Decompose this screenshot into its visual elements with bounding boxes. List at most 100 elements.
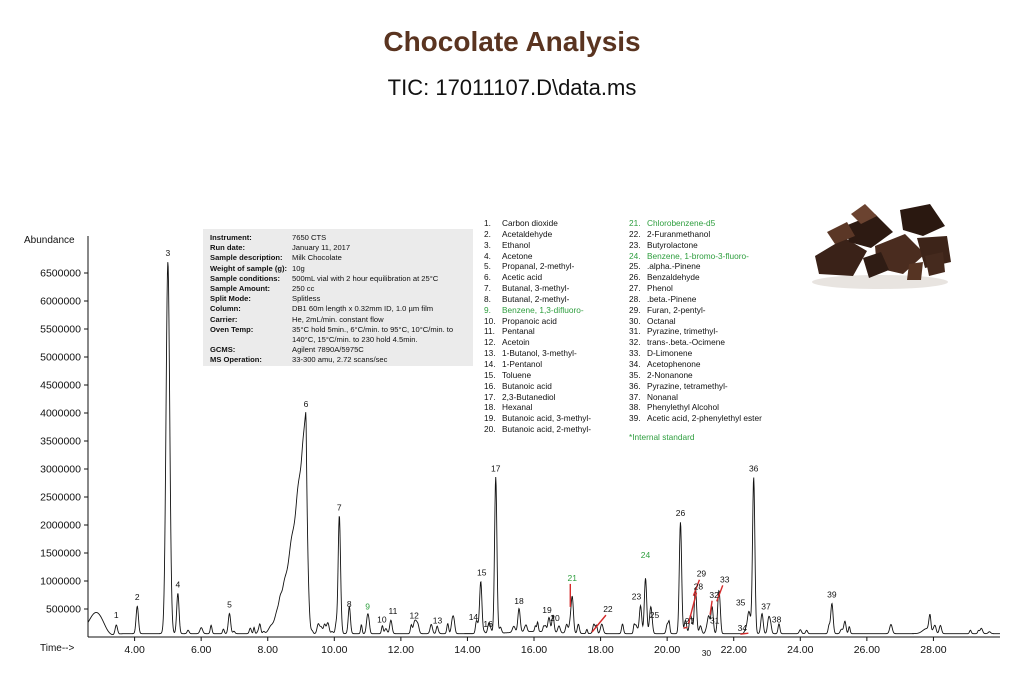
peak-label: 20 — [550, 613, 560, 623]
peak-label: 38 — [772, 615, 782, 625]
compound-number: 9. — [484, 304, 491, 315]
compound-name: Benzene, 1-bromo-3-fluoro- — [647, 250, 749, 261]
peak-label: 2 — [135, 592, 140, 602]
compound-list-item: 38. Phenylethyl Alcohol — [629, 402, 762, 413]
compound-list-item: 33. D-Limonene — [629, 348, 762, 359]
peak-label: 13 — [433, 616, 443, 626]
chocolate-pieces-image — [812, 204, 951, 289]
compound-list-item: 8. Butanal, 2-methyl- — [484, 294, 591, 305]
compound-list-item: 35. 2-Nonanone — [629, 370, 762, 381]
compound-list-item: 13. 1-Butanol, 3-methyl- — [484, 348, 591, 359]
compound-number: 31. — [629, 326, 641, 337]
tic-trace-line — [87, 262, 1000, 636]
peak-label: 16 — [483, 619, 493, 629]
compound-number: 17. — [484, 391, 496, 402]
compound-list-item: 22. 2-Furanmethanol — [629, 229, 762, 240]
info-label: MS Operation: — [210, 355, 262, 365]
peak-callout-line — [692, 579, 701, 596]
info-label: Carrier: — [210, 314, 238, 324]
compound-list-item: 39. Acetic acid, 2-phenylethyl ester — [629, 413, 762, 424]
compound-number: 8. — [484, 293, 491, 304]
compound-number: 20. — [484, 424, 496, 435]
compound-name: 2-Nonanone — [647, 369, 693, 380]
info-label: Instrument: — [210, 233, 252, 242]
compound-list-item: 28. .beta.-Pinene — [629, 294, 762, 305]
info-label: Sample Amount: — [210, 284, 271, 294]
compound-list-item: 1. Carbon dioxide — [484, 218, 591, 229]
peak-label: 24 — [641, 550, 651, 560]
peak-label: 34 — [738, 623, 748, 633]
compound-name: Benzaldehyde — [647, 272, 700, 283]
peak-label: 21 — [568, 573, 578, 583]
peak-callout-line — [709, 600, 713, 615]
x-tick-label: 26.00 — [854, 644, 880, 656]
y-axis-label: Abundance — [24, 235, 75, 246]
info-row: Carrier: He, 2mL/min. constant flow — [210, 315, 473, 325]
compound-list-item: 27. Phenol — [629, 283, 762, 294]
compound-list-column-1: 1. Carbon dioxide 2. Acetaldehyde 3. Ethanol 4… — [484, 218, 591, 435]
info-value: January 11, 2017 — [292, 243, 351, 253]
compound-name: Furan, 2-pentyl- — [647, 304, 706, 315]
compound-list-item: 6. Acetic acid — [484, 272, 591, 283]
peak-label: 3 — [166, 248, 171, 258]
compound-name: Butyrolactone — [647, 239, 698, 250]
compound-list-item: 7. Butanal, 3-methyl- — [484, 283, 591, 294]
compound-number: 24. — [629, 250, 641, 261]
peak-label: 4 — [176, 579, 181, 589]
chart-axes: 500000 1000000 1500000 2000000 2500000 300000… — [40, 236, 1000, 656]
info-row: Sample conditions: 500mL vial with 2 hour… — [210, 274, 473, 284]
compound-number: 16. — [484, 380, 496, 391]
instrument-info-panel: Instrument: 7650 CTS Run date: January 11, … — [203, 229, 473, 366]
compound-name: Phenylethyl Alcohol — [647, 402, 719, 413]
compound-name: .alpha.-Pinene — [647, 261, 701, 272]
info-label: Oven Temp: — [210, 324, 254, 334]
compound-list-item: 36. Pyrazine, tetramethyl- — [629, 381, 762, 392]
compound-list-item: 3. Ethanol — [484, 240, 591, 251]
compound-list-item: 21. Chlorobenzene-d5 — [629, 218, 762, 229]
peak-label: 37 — [761, 601, 771, 611]
compound-number: 2. — [484, 228, 491, 239]
compound-list-item: 30. Octanal — [629, 316, 762, 327]
compound-number: 23. — [629, 239, 641, 250]
compound-list-item: 10. Propanoic acid — [484, 316, 591, 327]
compound-number: 1. — [484, 218, 491, 228]
compound-name: Butanoic acid, 3-methyl- — [502, 413, 592, 424]
compound-number: 32. — [629, 337, 641, 348]
compound-name: Hexanal — [502, 402, 533, 413]
compound-number: 27. — [629, 283, 641, 294]
compound-name: 1-Pentanol — [502, 358, 543, 369]
compound-name: Butanoic acid — [502, 380, 552, 391]
compound-name: Butanoic acid, 2-methyl- — [502, 424, 592, 435]
peak-callout-line — [683, 626, 688, 629]
peak-label: 5 — [227, 599, 232, 609]
compound-number: 15. — [484, 369, 496, 380]
peak-label: 36 — [749, 463, 759, 473]
compound-number: 12. — [484, 337, 496, 348]
compound-number: 36. — [629, 380, 641, 391]
x-tick-label: 6.00 — [191, 644, 212, 656]
compound-name: Acetaldehyde — [502, 228, 553, 239]
peak-label: 29 — [697, 569, 707, 579]
peak-callout-line — [716, 585, 724, 602]
x-tick-label: 16.00 — [521, 644, 547, 656]
peak-label: 6 — [304, 399, 309, 409]
compound-number: 18. — [484, 402, 496, 413]
y-tick-label: 1500000 — [40, 548, 81, 560]
compound-list-column-2: 21. Chlorobenzene-d5 22. 2-Furanmethanol 23.… — [629, 218, 762, 443]
compound-name: Pentanal — [502, 326, 535, 337]
compound-name: Nonanal — [647, 391, 678, 402]
compound-name: Acetic acid, 2-phenylethyl ester — [647, 413, 762, 424]
info-row: Run date: January 11, 2017 — [210, 243, 473, 253]
x-tick-label: 14.00 — [454, 644, 480, 656]
x-tick-label: 28.00 — [920, 644, 946, 656]
peak-label: 10 — [377, 615, 387, 625]
compound-list-item: 9. Benzene, 1,3-difluoro- — [484, 305, 591, 316]
info-row: GCMS: Agilent 7890A/5975C — [210, 345, 473, 355]
info-row: Instrument: 7650 CTS — [210, 233, 473, 243]
compound-number: 25. — [629, 261, 641, 272]
compound-number: 35. — [629, 369, 641, 380]
compound-list-item: 16. Butanoic acid — [484, 381, 591, 392]
compound-list-item: 12. Acetoin — [484, 337, 591, 348]
x-tick-label: 8.00 — [258, 644, 279, 656]
